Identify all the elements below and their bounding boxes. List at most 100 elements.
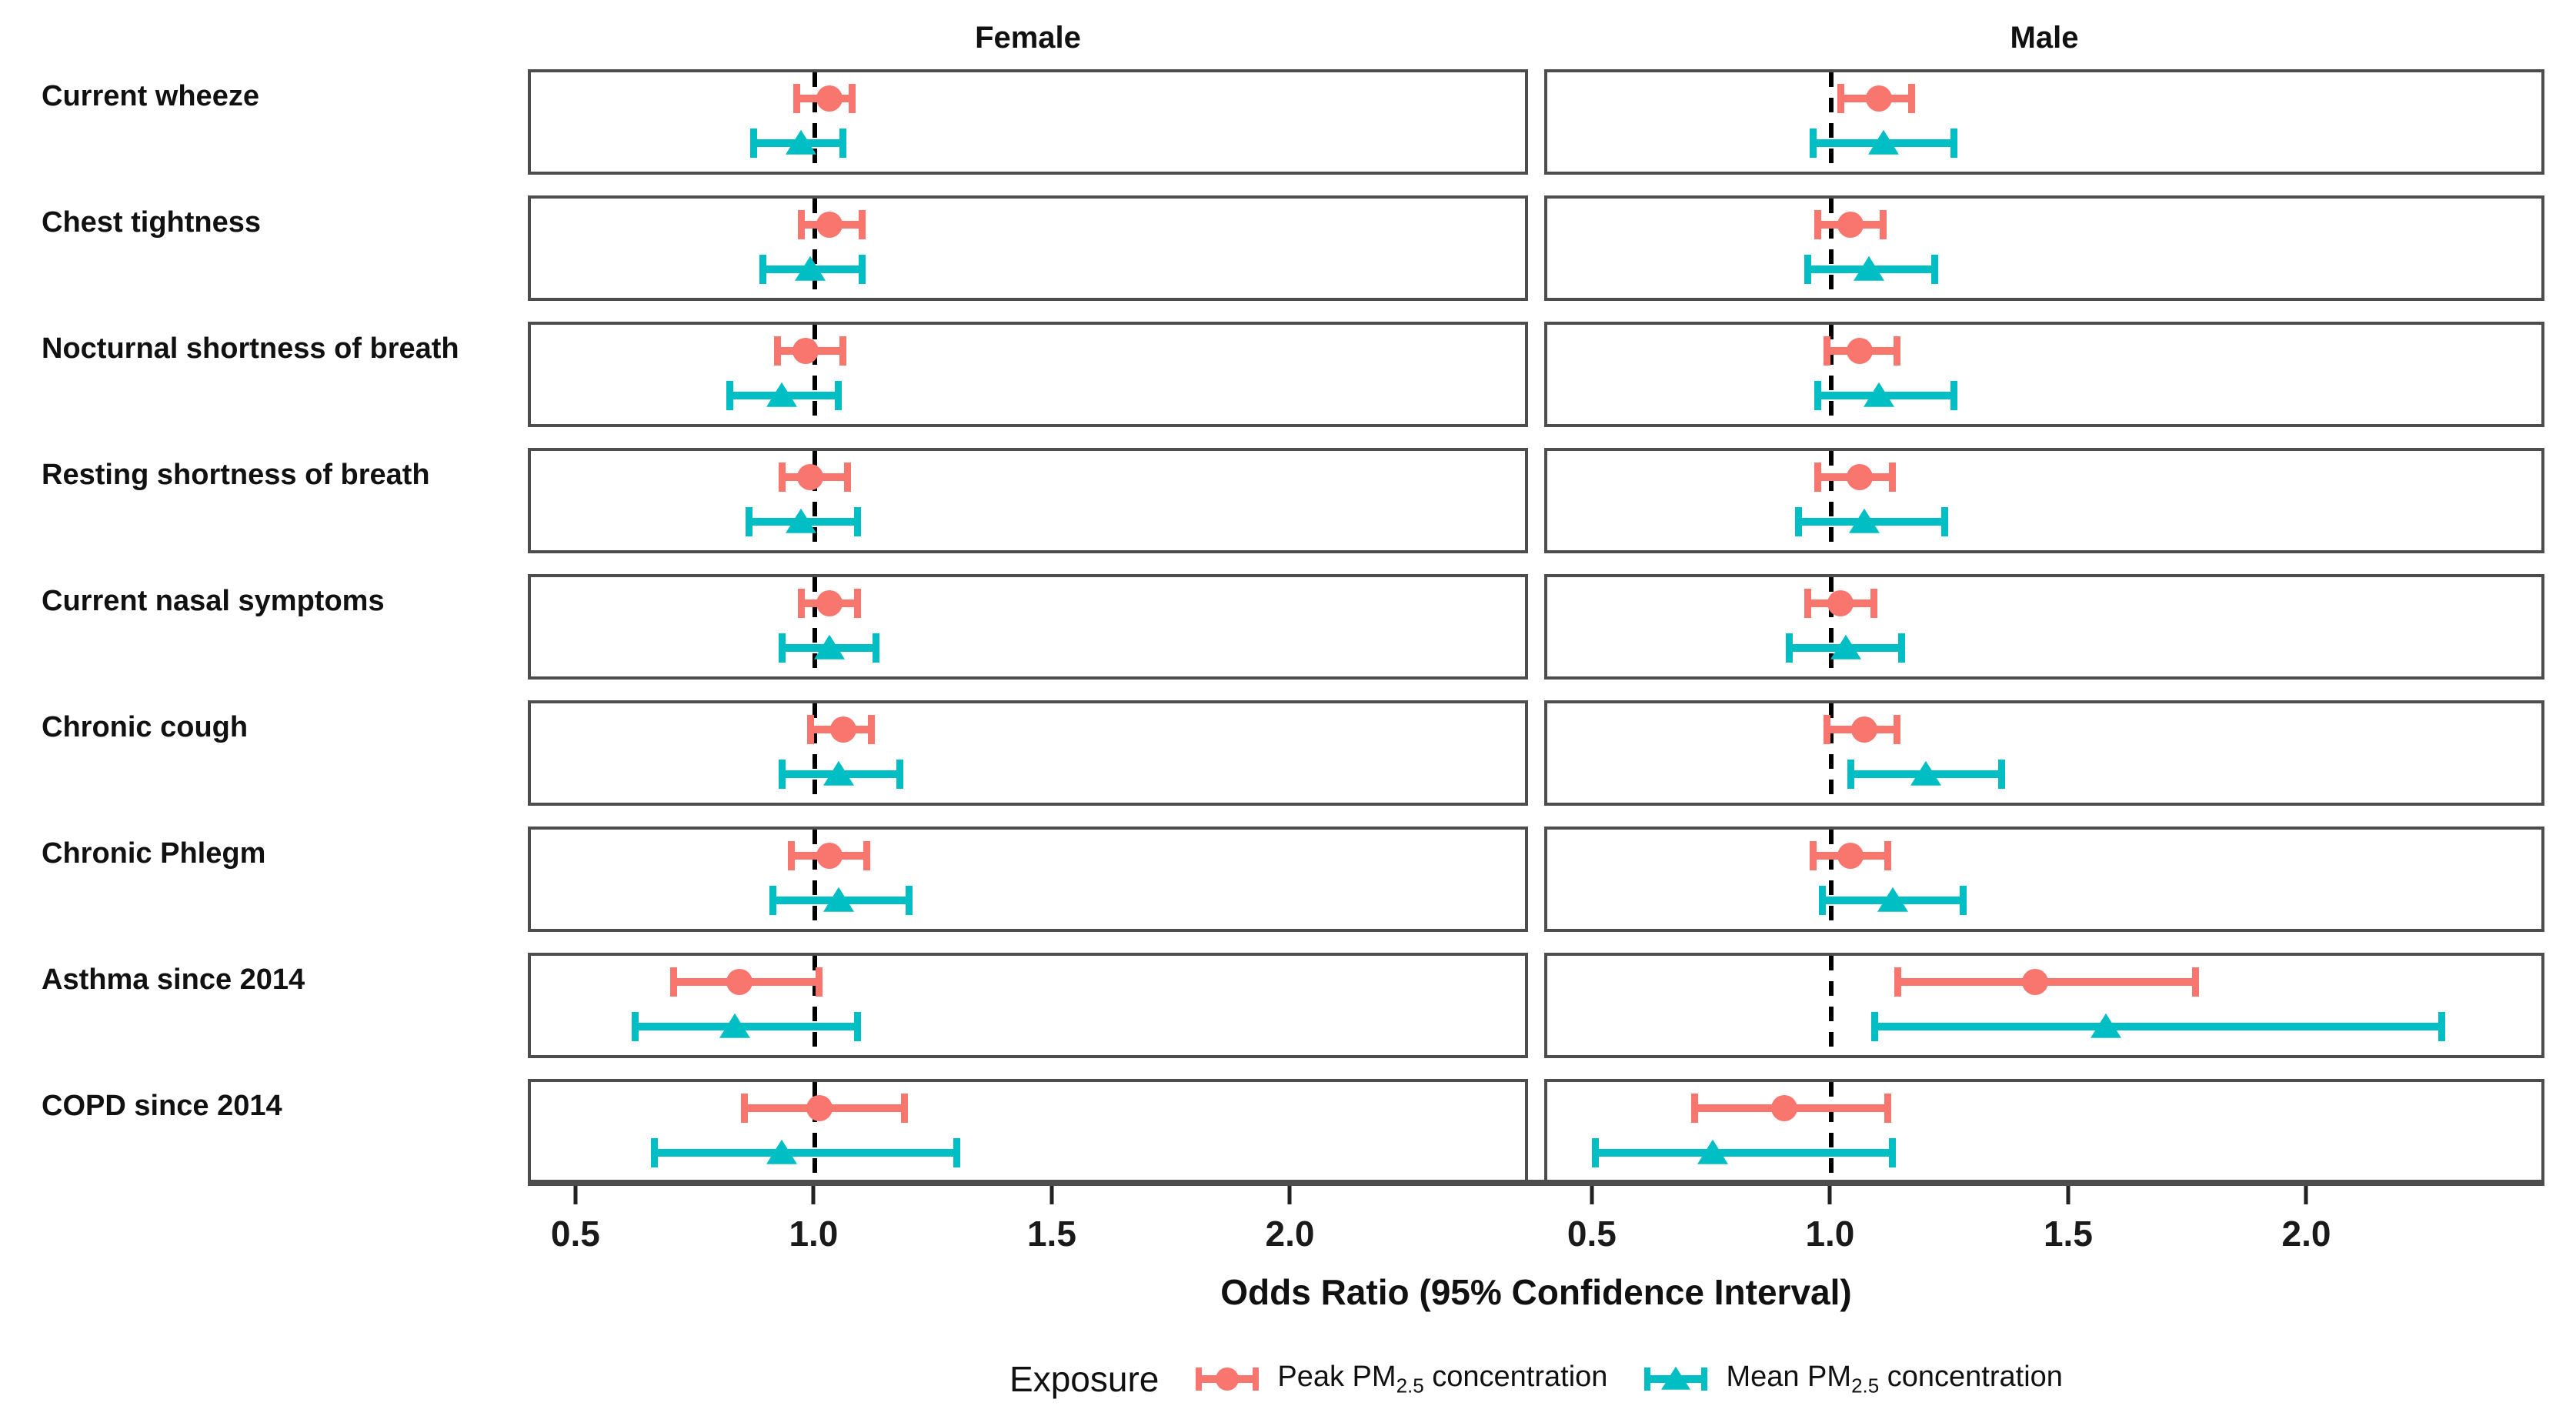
ci-cap-low: [1837, 83, 1845, 113]
panel-female-row-8: [528, 953, 1528, 1058]
point-circle: [1827, 589, 1854, 616]
ci-cap-high: [2438, 1011, 2445, 1041]
errorbar-peak: [779, 462, 852, 492]
ci-cap-low: [1591, 1137, 1599, 1167]
x-tick: [811, 1186, 816, 1204]
ci-cap-high: [1907, 83, 1915, 113]
legend-cap: [1701, 1368, 1708, 1391]
outcome-label: COPD since 2014: [42, 1089, 282, 1122]
reference-line: [813, 830, 818, 929]
errorbar-mean: [1847, 759, 2005, 789]
legend-title: Exposure: [1009, 1359, 1160, 1399]
reference-line: [1829, 703, 1834, 803]
errorbar-mean: [1870, 1011, 2445, 1041]
x-axis-line: [528, 1180, 2544, 1186]
errorbar-mean: [779, 633, 880, 663]
point-circle: [1851, 716, 1878, 743]
point-triangle: [1867, 129, 1899, 155]
ci-bar: [653, 1148, 957, 1157]
point-circle: [1865, 85, 1892, 112]
point-triangle: [1830, 634, 1861, 660]
x-axis-title: Odds Ratio (95% Confidence Interval): [1220, 1272, 1852, 1312]
errorbar-peak: [1823, 336, 1901, 366]
ci-cap-low: [792, 83, 800, 113]
ci-cap-high: [853, 1011, 861, 1041]
facet-title-female: Female: [975, 21, 1081, 55]
reference-line: [1829, 577, 1834, 676]
ci-cap-high: [873, 633, 880, 663]
errorbar-peak: [1690, 1093, 1891, 1123]
ci-cap-high: [1884, 1093, 1891, 1123]
point-circle: [1837, 211, 1864, 238]
errorbar-peak: [1894, 967, 2199, 997]
ci-cap-high: [839, 336, 847, 366]
ci-cap-high: [1879, 209, 1887, 239]
ci-cap-low: [779, 759, 786, 789]
facet-title-male: Male: [2010, 21, 2079, 55]
ci-cap-high: [849, 83, 856, 113]
legend-label-subscript: 2.5: [1396, 1374, 1424, 1398]
ci-cap-low: [1823, 714, 1830, 744]
errorbar-peak: [1814, 209, 1887, 239]
reference-line: [1829, 72, 1834, 172]
ci-bar: [1594, 1148, 1894, 1157]
reference-line: [1829, 956, 1834, 1055]
errorbar-mean: [1785, 633, 1906, 663]
ci-cap-low: [773, 336, 781, 366]
errorbar-peak: [1814, 462, 1897, 492]
ci-cap-low: [632, 1011, 639, 1041]
legend-cap: [1644, 1368, 1651, 1391]
point-circle: [1847, 463, 1874, 490]
errorbar-peak: [1804, 588, 1877, 618]
point-triangle: [785, 508, 816, 533]
point-triangle: [1697, 1139, 1729, 1164]
panel-female-row-4: [528, 448, 1528, 553]
errorbar-mean: [759, 254, 866, 284]
ci-cap-low: [806, 714, 814, 744]
point-triangle: [813, 634, 845, 660]
point-triangle: [1877, 887, 1909, 912]
ci-cap-high: [1940, 506, 1948, 536]
point-circle: [816, 211, 843, 238]
errorbar-peak: [773, 336, 847, 366]
reference-line: [813, 956, 818, 1055]
ci-cap-high: [816, 967, 823, 997]
panel-male-row-6: [1544, 700, 2544, 806]
errorbar-mean: [726, 380, 842, 410]
reference-line: [813, 703, 818, 803]
panel-female-row-9: [528, 1079, 1528, 1184]
x-tick: [2304, 1186, 2308, 1204]
panel-male-row-1: [1544, 69, 2544, 175]
legend-label-suffix: concentration: [1879, 1360, 2063, 1393]
ci-cap-low: [797, 588, 805, 618]
reference-line: [1829, 199, 1834, 298]
point-triangle: [1863, 382, 1894, 407]
ci-cap-low: [1809, 840, 1817, 870]
point-triangle: [2090, 1013, 2121, 1038]
panel-male-row-9: [1544, 1079, 2544, 1184]
legend-cap: [1253, 1368, 1260, 1391]
ci-cap-high: [1894, 714, 1901, 744]
ci-cap-low: [1804, 254, 1812, 284]
x-tick: [1827, 1186, 1832, 1204]
point-circle: [816, 85, 843, 112]
errorbar-mean: [779, 759, 903, 789]
errorbar-peak: [792, 83, 856, 113]
ci-cap-low: [1870, 1011, 1878, 1041]
point-circle: [830, 716, 857, 743]
panel-female-row-1: [528, 69, 1528, 175]
x-tick-label: 2.0: [1265, 1214, 1315, 1254]
outcome-label: Current nasal symptoms: [42, 584, 385, 617]
point-circle: [2021, 968, 2048, 995]
ci-cap-high: [1950, 380, 1958, 410]
reference-line: [813, 451, 818, 550]
ci-cap-high: [853, 506, 861, 536]
x-tick: [1049, 1186, 1054, 1204]
outcome-label: Chronic Phlegm: [42, 837, 266, 870]
ci-cap-high: [1960, 885, 1967, 915]
legend-triangle-marker: [1661, 1366, 1691, 1390]
ci-cap-high: [853, 588, 861, 618]
point-circle: [1847, 337, 1874, 364]
ci-cap-high: [1889, 1137, 1897, 1167]
x-tick: [1590, 1186, 1594, 1204]
